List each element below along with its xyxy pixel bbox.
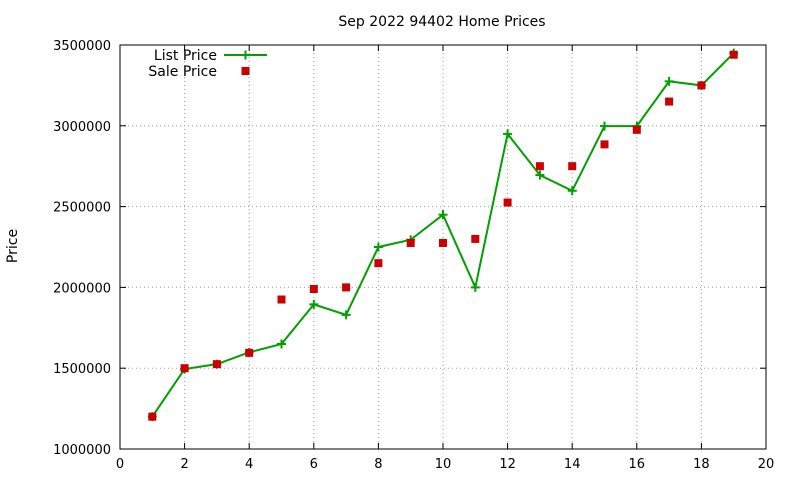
y-tick-label: 2000000 (53, 281, 111, 296)
ticks-layer: 0 2 4 6 8 10 12 14 16 18 20 1000000 1500000 2000000 25… (53, 39, 774, 472)
list-price-point (470, 282, 480, 292)
sale-price-point (568, 162, 577, 171)
x-tick-label: 20 (758, 457, 775, 472)
sale-price-point (535, 162, 544, 171)
legend-square-marker (241, 67, 250, 75)
list-price-point (503, 129, 513, 139)
y-tick-label: 1000000 (53, 443, 111, 458)
x-tick-label: 18 (693, 457, 710, 472)
x-tick-label: 4 (245, 457, 253, 472)
list-price-point (664, 76, 674, 86)
series-1 (148, 50, 738, 421)
x-tick-label: 16 (629, 457, 646, 472)
sale-price-point (665, 97, 674, 106)
sale-price-point (342, 283, 351, 292)
sale-price-point (406, 238, 415, 247)
y-axis-label: Price (5, 229, 21, 263)
sale-price-point (697, 81, 706, 90)
sale-price-point (180, 364, 189, 373)
sale-price-point (148, 412, 157, 421)
x-tick-label: 14 (564, 457, 581, 472)
legend-label: Sale Price (148, 64, 217, 80)
x-tick-label: 10 (435, 457, 452, 472)
x-tick-label: 6 (310, 457, 318, 472)
x-tick-label: 8 (374, 457, 382, 472)
sale-price-point (471, 234, 480, 243)
y-tick-label: 1500000 (53, 362, 111, 377)
y-tick-label: 3000000 (53, 120, 111, 135)
y-tick-label: 2500000 (53, 201, 111, 216)
list-price-point (600, 121, 609, 131)
list-price-point (567, 186, 577, 196)
sale-price-point (439, 238, 447, 247)
series-layer (147, 48, 739, 422)
grid-layer (120, 45, 766, 449)
sale-price-point (503, 198, 512, 207)
list-price-point (535, 170, 545, 180)
legend-label: List Price (154, 48, 217, 64)
legend-plus-marker (241, 50, 250, 60)
x-tick-label: 0 (116, 457, 124, 472)
sale-price-point (309, 285, 318, 294)
sale-price-point (212, 360, 221, 369)
sale-price-point (245, 348, 254, 357)
list-price-point (438, 210, 448, 220)
sale-price-point (729, 50, 738, 59)
x-tick-label: 2 (180, 457, 188, 472)
list-price-point (277, 339, 286, 349)
list-price-point (373, 242, 383, 252)
y-tick-label: 3500000 (53, 39, 111, 54)
sale-price-point (632, 125, 641, 134)
sale-price-point (374, 259, 383, 268)
list-price-point (341, 310, 351, 320)
x-tick-label: 12 (499, 457, 516, 472)
list-price-line (151, 52, 735, 418)
chart-title: Sep 2022 94402 Home Prices (338, 14, 545, 30)
sale-price-point (277, 295, 286, 304)
sale-price-point (600, 140, 609, 149)
list-price-point (309, 299, 319, 309)
